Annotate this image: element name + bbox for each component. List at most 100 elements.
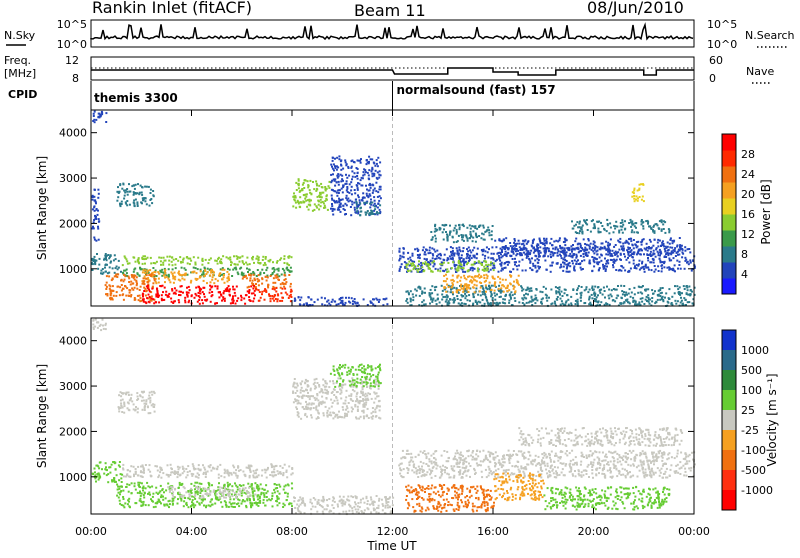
heatmap-cell: [514, 244, 516, 246]
heatmap-cell: [332, 208, 334, 210]
heatmap-cell: [249, 280, 251, 282]
heatmap-cell: [135, 471, 137, 473]
heatmap-cell: [120, 473, 122, 475]
heatmap-cell: [221, 278, 223, 280]
heatmap-cell: [597, 228, 599, 230]
heatmap-cell: [644, 271, 646, 273]
heatmap-cell: [354, 302, 356, 304]
heatmap-cell: [514, 300, 516, 302]
heatmap-cell: [562, 303, 564, 305]
heatmap-cell: [554, 252, 556, 254]
heatmap-cell: [378, 212, 380, 214]
heatmap-cell: [274, 269, 276, 271]
heatmap-cell: [167, 483, 169, 485]
heatmap-cell: [220, 501, 222, 503]
heatmap-cell: [359, 207, 361, 209]
heatmap-cell: [491, 230, 493, 232]
heatmap-cell: [284, 255, 286, 257]
heatmap-cell: [424, 288, 426, 290]
heatmap-cell: [192, 499, 194, 501]
heatmap-cell: [145, 290, 147, 292]
heatmap-cell: [455, 225, 457, 227]
heatmap-cell: [578, 232, 580, 234]
heatmap-cell: [310, 298, 312, 300]
heatmap-cell: [473, 296, 475, 298]
heatmap-cell: [99, 258, 101, 260]
heatmap-cell: [564, 304, 566, 306]
heatmap-cell: [473, 279, 475, 281]
heatmap-cell: [321, 303, 323, 305]
heatmap-cell: [355, 201, 357, 203]
heatmap-cell: [314, 388, 316, 390]
heatmap-cell: [418, 260, 420, 262]
heatmap-cell: [687, 289, 689, 291]
heatmap-cell: [630, 250, 632, 252]
heatmap-cell: [221, 269, 223, 271]
heatmap-cell: [654, 239, 656, 241]
heatmap-cell: [265, 256, 267, 258]
heatmap-cell: [514, 258, 516, 260]
heatmap-cell: [92, 263, 94, 265]
heatmap-cell: [401, 263, 403, 265]
heatmap-cell: [98, 239, 100, 241]
heatmap-cell: [154, 411, 156, 413]
heatmap-cell: [589, 289, 591, 291]
heatmap-cell: [312, 181, 314, 183]
heatmap-cell: [282, 297, 284, 299]
heatmap-cell: [600, 260, 602, 262]
heatmap-cell: [182, 292, 184, 294]
noise-right-tick-top: 10^5: [707, 18, 737, 31]
heatmap-cell: [384, 298, 386, 300]
heatmap-cell: [93, 115, 95, 117]
heatmap-cell: [254, 490, 256, 492]
heatmap-cell: [197, 468, 199, 470]
heatmap-cell: [243, 298, 245, 300]
heatmap-cell: [482, 254, 484, 256]
heatmap-cell: [511, 251, 513, 253]
heatmap-cell: [307, 199, 309, 201]
heatmap-cell: [124, 502, 126, 504]
heatmap-cell: [684, 250, 686, 252]
heatmap-cell: [632, 297, 634, 299]
heatmap-cell: [121, 486, 123, 488]
heatmap-cell: [584, 247, 586, 249]
heatmap-cell: [272, 282, 274, 284]
heatmap-cell: [485, 284, 487, 286]
heatmap-cell: [169, 281, 171, 283]
heatmap-cell: [322, 186, 324, 188]
heatmap-cell: [100, 272, 102, 274]
heatmap-cell: [182, 259, 184, 261]
heatmap-cell: [272, 492, 274, 494]
heatmap-cell: [348, 301, 350, 303]
heatmap-cell: [253, 292, 255, 294]
heatmap-cell: [295, 202, 297, 204]
heatmap-cell: [263, 499, 265, 501]
heatmap-cell: [367, 408, 369, 410]
heatmap-cell: [431, 301, 433, 303]
heatmap-cell: [581, 260, 583, 262]
heatmap-cell: [283, 286, 285, 288]
heatmap-cell: [647, 250, 649, 252]
colorbar-swatch: [722, 230, 736, 247]
heatmap-cell: [249, 289, 251, 291]
heatmap-cell: [279, 465, 281, 467]
heatmap-cell: [688, 286, 690, 288]
heatmap-cell: [565, 252, 567, 254]
heatmap-cell: [94, 121, 96, 123]
heatmap-cell: [461, 254, 463, 256]
heatmap-cell: [233, 255, 235, 257]
heatmap-cell: [627, 251, 629, 253]
heatmap-cell: [344, 415, 346, 417]
heatmap-cell: [548, 250, 550, 252]
heatmap-cell: [148, 412, 150, 414]
heatmap-cell: [193, 506, 195, 508]
heatmap-cell: [631, 220, 633, 222]
heatmap-cell: [569, 265, 571, 267]
heatmap-cell: [537, 247, 539, 249]
heatmap-cell: [544, 245, 546, 247]
heatmap-cell: [437, 270, 439, 272]
heatmap-cell: [523, 252, 525, 254]
heatmap-cell: [267, 467, 269, 469]
heatmap-cell: [575, 231, 577, 233]
heatmap-cell: [676, 260, 678, 262]
